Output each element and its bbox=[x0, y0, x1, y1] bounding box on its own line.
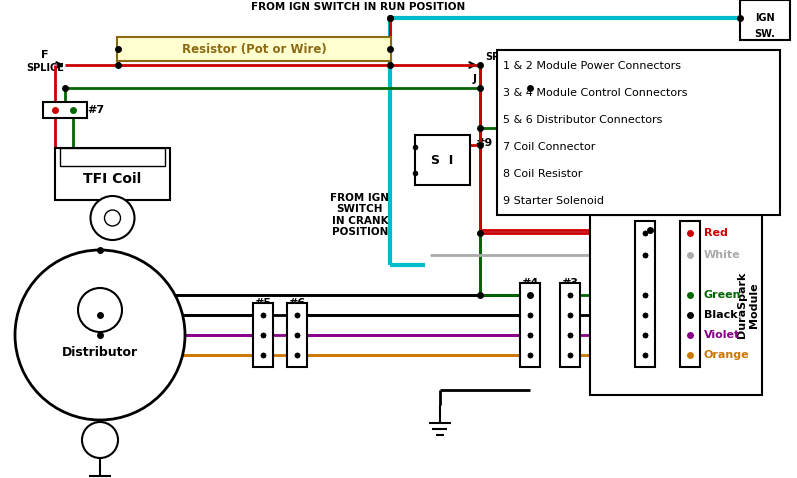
Circle shape bbox=[104, 210, 120, 226]
Text: -: - bbox=[118, 170, 122, 183]
Text: FROM IGN
SWITCH
IN CRANK
POSITION: FROM IGN SWITCH IN CRANK POSITION bbox=[331, 193, 390, 238]
Text: #4: #4 bbox=[521, 278, 539, 288]
Text: 7 Coil Connector: 7 Coil Connector bbox=[503, 142, 595, 152]
Bar bbox=[43, 102, 87, 118]
Text: #9: #9 bbox=[475, 138, 493, 148]
Text: +: + bbox=[69, 170, 80, 183]
Bar bbox=[560, 283, 580, 367]
Text: 9 Starter Solenoid: 9 Starter Solenoid bbox=[503, 196, 604, 206]
Text: Orange: Orange bbox=[704, 350, 750, 360]
Text: TFI Coil: TFI Coil bbox=[84, 172, 142, 186]
Circle shape bbox=[78, 288, 122, 332]
Text: Green: Green bbox=[704, 290, 741, 300]
FancyBboxPatch shape bbox=[117, 37, 391, 61]
Circle shape bbox=[91, 196, 135, 240]
Circle shape bbox=[82, 422, 118, 458]
Text: #2: #2 bbox=[637, 216, 654, 226]
Text: White: White bbox=[704, 250, 740, 260]
Text: J: J bbox=[473, 74, 477, 84]
Bar bbox=[287, 303, 307, 367]
Text: Red: Red bbox=[704, 228, 728, 238]
Bar bbox=[55, 148, 170, 200]
Text: #8: #8 bbox=[264, 50, 281, 60]
Bar bbox=[635, 221, 655, 367]
Bar bbox=[415, 135, 470, 185]
Text: DuraSpark
Module: DuraSpark Module bbox=[737, 272, 759, 338]
Text: SPLICE: SPLICE bbox=[26, 63, 64, 73]
Text: Distributor: Distributor bbox=[62, 347, 138, 359]
Text: 5 & 6 Distributor Connectors: 5 & 6 Distributor Connectors bbox=[503, 115, 662, 125]
Text: #1: #1 bbox=[681, 216, 698, 226]
Text: FROM IGN SWITCH IN RUN POSITION: FROM IGN SWITCH IN RUN POSITION bbox=[251, 2, 465, 12]
Text: 3 & 4 Module Control Connectors: 3 & 4 Module Control Connectors bbox=[503, 88, 688, 98]
Text: |  |: | | bbox=[73, 152, 86, 162]
Text: S  I: S I bbox=[431, 153, 453, 166]
Text: 1 & 2 Module Power Connectors: 1 & 2 Module Power Connectors bbox=[503, 61, 681, 71]
Bar bbox=[497, 50, 780, 215]
Text: 8 Coil Resistor: 8 Coil Resistor bbox=[503, 169, 583, 179]
Bar bbox=[253, 303, 273, 367]
Text: #6: #6 bbox=[289, 298, 305, 308]
Bar bbox=[740, 0, 790, 40]
Circle shape bbox=[15, 250, 185, 420]
Text: Violet: Violet bbox=[704, 330, 740, 340]
Bar bbox=[590, 215, 762, 395]
Text: Resistor (Pot or Wire): Resistor (Pot or Wire) bbox=[182, 43, 327, 55]
Text: #7: #7 bbox=[87, 105, 104, 115]
Text: IGN: IGN bbox=[756, 13, 775, 23]
Bar bbox=[680, 221, 700, 367]
Text: #3: #3 bbox=[562, 278, 579, 288]
Bar bbox=[60, 148, 165, 166]
Text: #5: #5 bbox=[254, 298, 272, 308]
Bar bbox=[520, 283, 540, 367]
Text: SPLICE: SPLICE bbox=[485, 52, 523, 62]
Text: F: F bbox=[41, 50, 49, 60]
Text: SW.: SW. bbox=[755, 29, 775, 39]
Text: Black: Black bbox=[704, 310, 738, 320]
